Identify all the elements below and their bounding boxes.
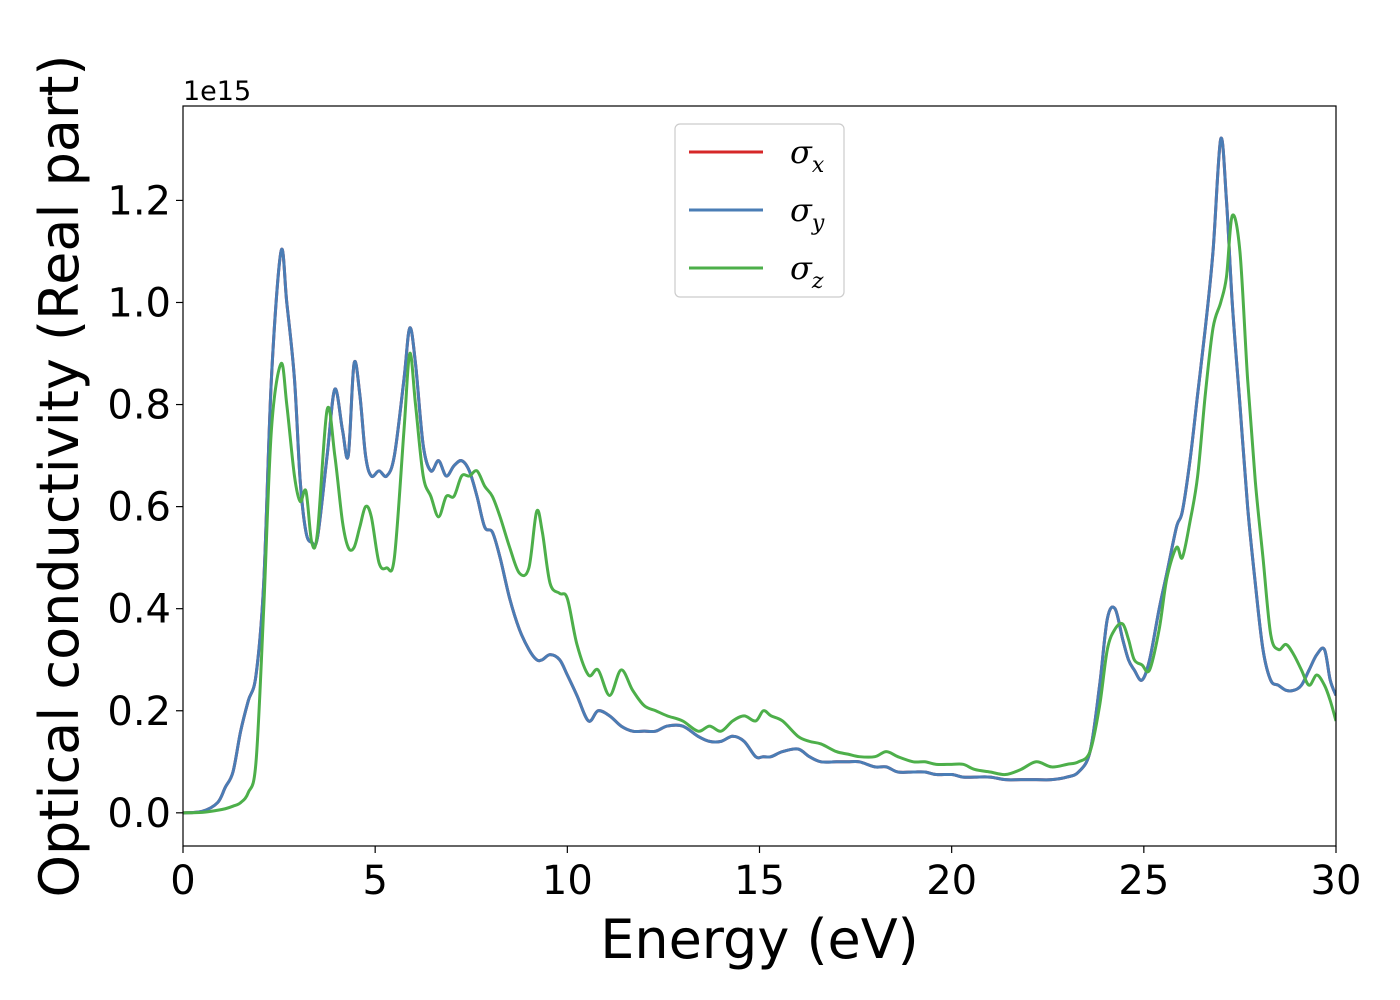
x-tick-label: 20	[926, 858, 977, 904]
x-tick-label: 25	[1118, 858, 1169, 904]
y-tick-label: 1.0	[107, 280, 171, 326]
x-tick-label: 5	[362, 858, 387, 904]
y-tick-label: 0.2	[107, 689, 171, 735]
y-tick-label: 0.4	[107, 587, 171, 633]
x-axis-ticks: 0 5 10 15 20 25 30	[170, 846, 1361, 904]
x-tick-label: 15	[734, 858, 785, 904]
series-lines	[183, 136, 1336, 815]
series-line-2	[183, 213, 1336, 815]
series-line-1	[183, 136, 1336, 815]
y-tick-label: 0.8	[107, 383, 171, 429]
y-tick-label: 1.2	[107, 178, 171, 224]
x-axis-title: Energy (eV)	[600, 908, 919, 971]
x-tick-label: 10	[542, 858, 593, 904]
y-axis-ticks: 0.0 0.2 0.4 0.6 0.8 1.0 1.2	[107, 178, 183, 837]
y-tick-label: 0.0	[107, 791, 171, 837]
y-offset-label: 1e15	[183, 76, 251, 107]
x-tick-label: 30	[1311, 858, 1362, 904]
x-tick-label: 0	[170, 858, 195, 904]
legend-label: σz	[790, 249, 824, 294]
y-tick-label: 0.6	[107, 485, 171, 531]
y-axis-title: Optical conductivity (Real part)	[28, 55, 91, 898]
